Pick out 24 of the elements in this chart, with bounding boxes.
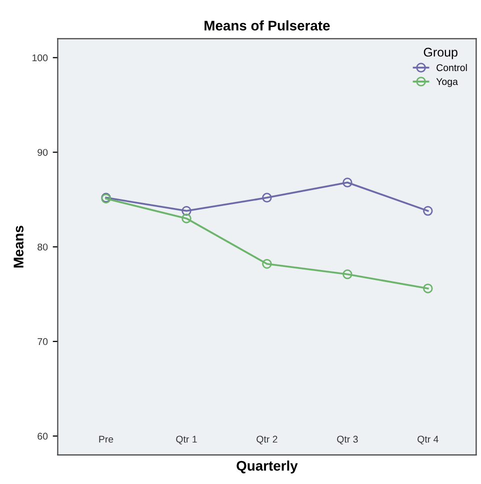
x-tick-label: Pre [99, 436, 114, 443]
x-tick-label: Qtr 4 [418, 436, 438, 444]
y-tick-label: 70 [38, 338, 48, 346]
x-tick-label: Qtr 1 [176, 436, 197, 444]
y-tick-label: 80 [38, 244, 48, 250]
y-axis-title: Means [14, 226, 24, 268]
x-tick-label: Qtr 3 [337, 436, 358, 444]
point [342, 269, 352, 280]
x-axis-title: Quarterly [236, 460, 298, 474]
y-tick-label: 100 [32, 54, 48, 62]
point [262, 192, 272, 203]
y-tick-label: 60 [38, 432, 48, 440]
chart-title: Means of Pulserate [204, 20, 330, 31]
point [262, 259, 272, 269]
y-tick-label: 90 [38, 148, 48, 156]
point [182, 206, 192, 216]
point [423, 284, 433, 294]
legend-label: Control [436, 64, 467, 72]
point [182, 214, 192, 224]
legend-label: Yoga [436, 78, 458, 87]
point [423, 206, 433, 216]
point [342, 178, 352, 188]
legend-title: Group [424, 48, 458, 60]
x-tick-label: Qtr 2 [256, 436, 278, 444]
